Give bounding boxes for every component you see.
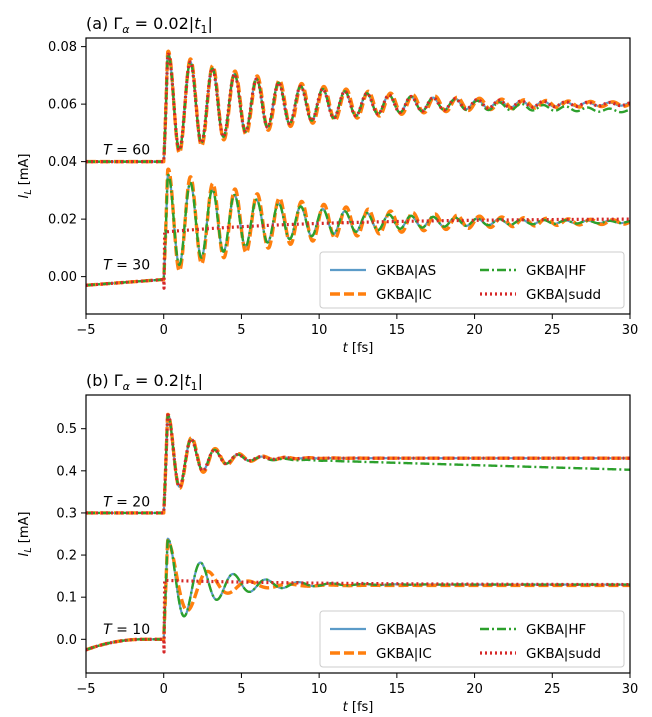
y-tick-label: 0.04 bbox=[48, 155, 77, 170]
series-line-hf-1 bbox=[86, 173, 630, 287]
x-axis-label: t [fs] bbox=[343, 700, 374, 715]
x-tick-label: 5 bbox=[237, 682, 245, 697]
legend-label: GKBA|HF bbox=[526, 263, 586, 279]
legend-label: GKBA|AS bbox=[376, 622, 436, 638]
x-tick-label: 30 bbox=[622, 682, 639, 697]
x-tick-label: 10 bbox=[311, 682, 328, 697]
x-tick-label: 30 bbox=[622, 323, 639, 338]
legend-box bbox=[319, 251, 625, 309]
legend-label: GKBA|sudd bbox=[526, 646, 601, 662]
x-tick-label: 20 bbox=[466, 323, 483, 338]
plot-area bbox=[86, 412, 630, 654]
annotation-label: T = 20 bbox=[103, 495, 150, 511]
axes-frame bbox=[85, 394, 631, 674]
x-tick-label: 5 bbox=[237, 323, 245, 338]
panel-a: −5 0 5 10 15 20 25 30 0.00 0.02 0.04 0.06 0.08 t [fs]… bbox=[17, 14, 638, 356]
y-tick-label: 0.5 bbox=[56, 422, 77, 437]
series-line-sudd-1 bbox=[86, 578, 630, 654]
y-tick-label: 0.1 bbox=[56, 591, 77, 606]
series-line-hf-0 bbox=[86, 413, 630, 515]
x-tick-label: 25 bbox=[544, 323, 561, 338]
legend: GKBA|AS GKBA|IC GKBA|HF GKBA|sudd bbox=[319, 251, 625, 309]
series-line-sudd-1 bbox=[86, 217, 630, 290]
y-axis-label: IL [mA] bbox=[17, 154, 34, 199]
y-tick-label: 0.08 bbox=[48, 40, 77, 55]
plot-area bbox=[86, 49, 630, 290]
annotation-label: T = 10 bbox=[103, 622, 150, 638]
y-tick-label: 0.06 bbox=[48, 98, 77, 113]
x-tick-label: 0 bbox=[160, 682, 168, 697]
series-line-sudd-0 bbox=[86, 413, 630, 515]
legend-label: GKBA|AS bbox=[376, 263, 436, 279]
x-tick-label: −5 bbox=[76, 323, 95, 338]
legend-label: GKBA|IC bbox=[376, 287, 432, 303]
y-tick-label: 0.02 bbox=[48, 213, 77, 228]
series-line-ic-0 bbox=[86, 49, 630, 164]
annotation-label: T = 30 bbox=[103, 257, 150, 273]
x-tick-label: 25 bbox=[544, 682, 561, 697]
legend-label: GKBA|HF bbox=[526, 622, 586, 638]
x-tick-label: 20 bbox=[466, 682, 483, 697]
y-tick-label: 0.4 bbox=[56, 464, 77, 479]
x-tick-label: 15 bbox=[389, 682, 406, 697]
annotation-label: T = 60 bbox=[103, 142, 150, 158]
panel-b: −5 0 5 10 15 20 25 30 0.0 0.1 0.2 0.3 0.4 0.5 t [fs] IL… bbox=[17, 371, 638, 715]
y-axis-label: IL [mA] bbox=[17, 512, 34, 557]
legend-box bbox=[319, 610, 625, 668]
legend-label: GKBA|IC bbox=[376, 646, 432, 662]
y-tick-label: 0.2 bbox=[56, 549, 77, 564]
legend-label: GKBA|sudd bbox=[526, 287, 601, 303]
x-tick-label: 10 bbox=[311, 323, 328, 338]
x-tick-label: −5 bbox=[76, 682, 95, 697]
chart-title: (a) Γα = 0.02|t1| bbox=[86, 14, 213, 36]
y-tick-label: 0.0 bbox=[56, 633, 77, 648]
legend: GKBA|AS GKBA|IC GKBA|HF GKBA|sudd bbox=[319, 610, 625, 668]
axes-frame bbox=[85, 37, 631, 315]
y-tick-label: 0.3 bbox=[56, 506, 77, 521]
x-axis-label: t [fs] bbox=[343, 341, 374, 356]
x-tick-label: 15 bbox=[389, 323, 406, 338]
series-line-ic-1 bbox=[86, 167, 630, 287]
x-tick-label: 0 bbox=[160, 323, 168, 338]
y-tick-label: 0.00 bbox=[48, 270, 77, 285]
chart-title: (b) Γα = 0.2|t1| bbox=[86, 371, 203, 393]
